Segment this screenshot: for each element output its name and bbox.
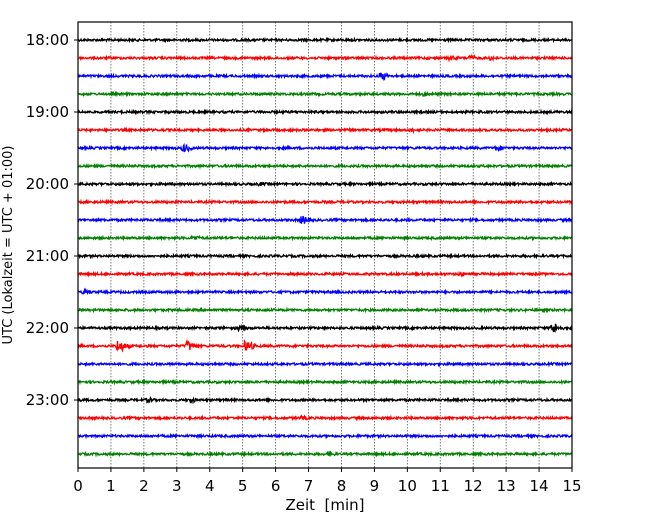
trace-line [77, 287, 573, 296]
trace-line [77, 323, 573, 333]
y-tick-label: 19:00 [26, 103, 69, 121]
trace-line [77, 395, 573, 405]
trace-line [77, 198, 573, 206]
trace-line [77, 378, 573, 386]
trace-line [77, 53, 573, 63]
x-tick-label: 2 [139, 477, 149, 495]
trace-line [77, 338, 573, 353]
seismic-traces [77, 36, 573, 458]
x-tick-label: 9 [370, 477, 380, 495]
trace-line [77, 126, 573, 135]
plot-frame [77, 21, 573, 469]
grid-lines [110, 22, 540, 468]
y-axis-label: UTC (Lokalzeit = UTC + 01:00) [1, 146, 16, 345]
trace-line [77, 270, 573, 278]
x-tick-label: 1 [106, 477, 116, 495]
y-axis-ticks: 18:00 19:00 20:00 21:00 22:00 23:00 [26, 31, 78, 409]
trace-line [77, 36, 573, 44]
trace-line [77, 90, 573, 98]
x-tick-label: 0 [73, 477, 83, 495]
x-tick-label: 14 [530, 477, 549, 495]
trace-line [77, 215, 573, 224]
x-tick-label: 13 [497, 477, 516, 495]
trace-line [78, 306, 573, 314]
y-tick-label: 22:00 [26, 319, 69, 337]
trace-line [77, 413, 573, 422]
x-tick-label: 4 [205, 477, 215, 495]
x-tick-label: 3 [172, 477, 182, 495]
trace-line [78, 450, 573, 458]
trace-line [77, 432, 573, 440]
x-tick-label: 15 [562, 477, 581, 495]
x-tick-label: 5 [238, 477, 248, 495]
x-tick-label: 10 [398, 477, 417, 495]
x-tick-label: 6 [271, 477, 281, 495]
x-axis-ticks: 0 1 2 3 4 5 6 7 8 9 10 11 12 13 14 15 [73, 468, 582, 495]
trace-line [77, 360, 572, 368]
trace-line [77, 142, 573, 153]
x-tick-label: 7 [304, 477, 314, 495]
trace-line [77, 108, 573, 116]
y-tick-label: 20:00 [26, 175, 69, 193]
trace-line [77, 72, 573, 81]
trace-line [77, 252, 573, 260]
y-tick-label: 23:00 [26, 391, 69, 409]
trace-line [77, 234, 573, 242]
x-tick-label: 8 [337, 477, 347, 495]
trace-line [77, 180, 573, 188]
y-tick-label: 18:00 [26, 31, 69, 49]
trace-line [77, 162, 573, 170]
y-tick-label: 21:00 [26, 247, 69, 265]
x-tick-label: 11 [431, 477, 450, 495]
x-axis-label: Zeit [min] [285, 496, 364, 514]
x-tick-label: 12 [464, 477, 483, 495]
